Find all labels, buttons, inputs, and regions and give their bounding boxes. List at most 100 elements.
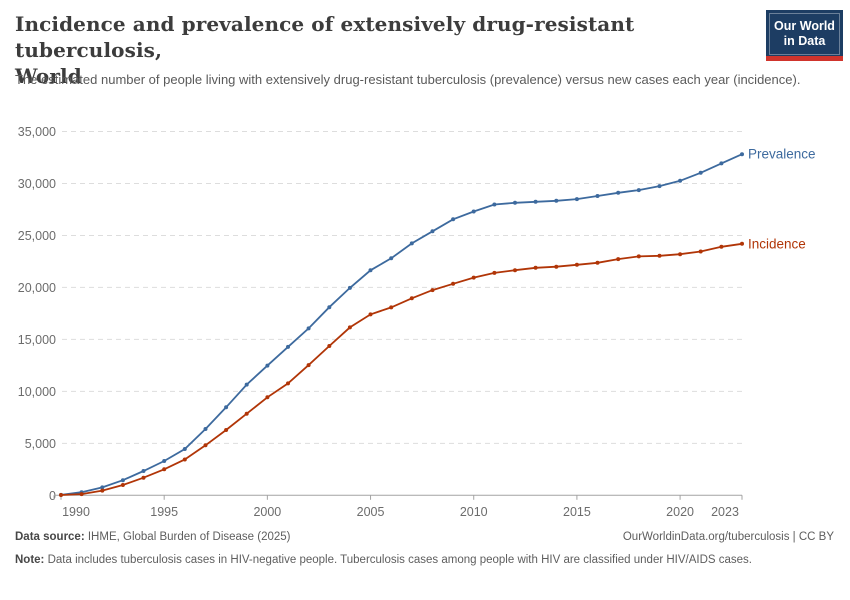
owid-logo-text: Our World in Data <box>769 13 840 55</box>
incidence-point-2014 <box>554 264 559 269</box>
prevalence-point-1996 <box>182 447 187 451</box>
prevalence-point-1994 <box>141 469 146 473</box>
incidence-point-2009 <box>451 281 456 286</box>
incidence-point-2023 <box>740 241 744 246</box>
y-tick-label: 5,000 <box>25 437 56 451</box>
x-tick-label-2020: 2020 <box>666 505 694 519</box>
y-tick-label: 15,000 <box>18 333 56 347</box>
x-tick-label-2000: 2000 <box>253 505 281 519</box>
prevalence-point-2005 <box>368 268 373 273</box>
incidence-point-1995 <box>162 467 167 472</box>
prevalence-series <box>59 152 744 497</box>
x-tick-label-1990: 1990 <box>62 505 90 519</box>
y-tick-label: 10,000 <box>18 385 56 399</box>
prevalence-point-2009 <box>451 217 456 222</box>
incidence-point-2011 <box>492 270 497 275</box>
prevalence-label: Prevalence <box>748 147 816 162</box>
incidence-point-2002 <box>306 363 311 368</box>
y-tick-label: 0 <box>49 489 56 503</box>
incidence-point-1993 <box>120 483 125 487</box>
prevalence-point-1993 <box>120 478 125 483</box>
y-tick-label: 35,000 <box>18 125 56 139</box>
owid-logo-line2: in Data <box>783 34 826 48</box>
incidence-point-2021 <box>698 249 703 254</box>
incidence-point-2001 <box>286 381 290 386</box>
incidence-point-2008 <box>430 288 435 293</box>
incidence-point-2004 <box>347 325 352 330</box>
y-tick-label: 30,000 <box>18 177 56 191</box>
note-line: Note: Data includes tuberculosis cases i… <box>15 552 803 568</box>
owid-logo-line1: Our World <box>774 19 835 33</box>
prevalence-point-2020 <box>678 178 683 183</box>
x-tick-label-1995: 1995 <box>150 505 178 519</box>
data-source-label: Data source: <box>15 531 85 543</box>
prevalence-point-2001 <box>286 344 290 349</box>
incidence-point-2016 <box>595 260 600 265</box>
incidence-point-2005 <box>368 312 373 317</box>
prevalence-point-2014 <box>554 198 559 203</box>
x-tick-label-2015: 2015 <box>563 505 591 519</box>
incidence-point-1990 <box>59 493 63 497</box>
prevalence-point-2013 <box>533 199 538 204</box>
prevalence-point-1995 <box>162 459 167 463</box>
incidence-series <box>59 241 744 497</box>
data-source-line: Data source: IHME, Global Burden of Dise… <box>15 531 291 543</box>
prevalence-point-1999 <box>244 382 249 387</box>
page-title: Incidence and prevalence of extensively … <box>15 11 760 89</box>
incidence-point-2013 <box>533 265 538 270</box>
x-tick-label-2010: 2010 <box>460 505 488 519</box>
prevalence-point-2022 <box>719 161 724 166</box>
incidence-point-2020 <box>678 252 683 257</box>
incidence-point-2000 <box>265 395 270 400</box>
incidence-point-1991 <box>79 492 84 497</box>
incidence-point-2006 <box>389 305 394 310</box>
owid-logo: Our World in Data <box>766 10 843 61</box>
prevalence-point-2006 <box>389 256 394 261</box>
x-tick-label-2005: 2005 <box>357 505 385 519</box>
prevalence-line <box>60 153 743 496</box>
incidence-point-1999 <box>244 411 249 416</box>
prevalence-point-2004 <box>347 285 352 290</box>
data-source-text: IHME, Global Burden of Disease (2025) <box>84 531 291 543</box>
attribution-link[interactable]: OurWorldinData.org/tuberculosis | CC BY <box>622 531 834 543</box>
page-title-line2: World <box>15 64 82 88</box>
prevalence-point-2010 <box>471 209 476 214</box>
x-tick-label-2023: 2023 <box>711 505 739 519</box>
note-label: Note: <box>15 554 45 566</box>
incidence-point-2019 <box>657 253 662 258</box>
y-tick-label: 25,000 <box>18 229 56 243</box>
prevalence-point-2011 <box>492 202 497 207</box>
incidence-line <box>60 242 743 496</box>
prevalence-point-2015 <box>574 197 579 202</box>
prevalence-point-2008 <box>430 229 435 234</box>
y-tick-label: 20,000 <box>18 281 56 295</box>
incidence-point-1997 <box>203 443 208 448</box>
incidence-point-1996 <box>182 457 187 462</box>
incidence-point-2003 <box>327 344 332 348</box>
prevalence-point-2016 <box>595 194 600 198</box>
prevalence-point-1997 <box>203 427 208 431</box>
incidence-point-2018 <box>636 254 641 259</box>
prevalence-point-2002 <box>306 326 311 331</box>
prevalence-point-2021 <box>698 170 703 175</box>
incidence-point-2012 <box>513 268 517 273</box>
incidence-point-1994 <box>141 475 146 480</box>
prevalence-point-2023 <box>740 152 744 157</box>
note-text: Data includes tuberculosis cases in HIV-… <box>44 554 753 566</box>
prevalence-point-1998 <box>224 405 229 410</box>
prevalence-point-2003 <box>327 305 332 310</box>
incidence-point-1998 <box>224 428 229 432</box>
prevalence-point-1992 <box>100 485 105 490</box>
incidence-point-2017 <box>616 257 621 262</box>
prevalence-point-2007 <box>409 241 414 246</box>
chart-subtitle: The estimated number of people living wi… <box>15 72 801 87</box>
prevalence-point-2017 <box>616 190 621 195</box>
incidence-label: Incidence <box>748 236 806 251</box>
prevalence-point-2000 <box>265 363 270 368</box>
page-title-line1: Incidence and prevalence of extensively … <box>15 12 635 62</box>
incidence-point-2010 <box>471 275 476 280</box>
incidence-point-1992 <box>100 488 105 493</box>
incidence-point-2007 <box>409 296 414 301</box>
incidence-point-2022 <box>719 244 724 249</box>
